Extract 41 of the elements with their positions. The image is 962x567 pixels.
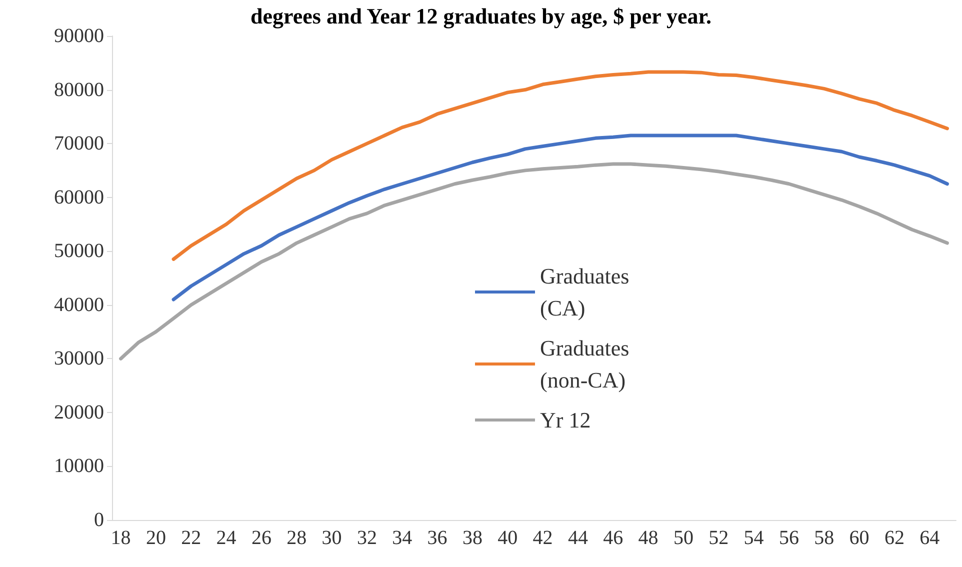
x-tick-label: 20 [146,527,166,549]
x-tick-label: 50 [673,527,694,549]
y-tick-label: 60000 [54,186,104,208]
x-tick-label: 58 [814,527,834,549]
line-series [172,70,949,261]
x-tick-label: 52 [708,527,729,549]
x-tick-label: 36 [427,527,448,549]
x-tick-label: 38 [462,527,482,549]
y-tick-label: 50000 [54,240,104,262]
x-tick-label: 62 [884,527,904,549]
x-tick-label: 42 [532,527,553,549]
x-tick-label: 26 [251,527,272,549]
y-tick-label: 70000 [54,132,104,155]
x-tick-label: 54 [744,527,764,549]
line-series [172,134,949,302]
x-tick-label: 60 [849,527,870,549]
y-tick-label: 20000 [54,401,104,424]
x-tick-label: 64 [920,527,940,549]
y-tick-label: 10000 [54,455,104,478]
line-series [119,162,949,360]
x-tick-label: 56 [778,527,799,549]
y-tick-label: 0 [94,509,104,531]
legend-label: Graduates (non-CA) [540,336,635,392]
y-tick-label: 80000 [54,78,104,101]
x-tick-label: 48 [638,527,658,549]
x-tick-label: 28 [286,527,307,549]
chart-title: degrees and Year 12 graduates by age, $ per year. [250,4,712,28]
x-tick-label: 18 [110,527,131,549]
y-tick-label: 30000 [54,348,104,370]
y-tick-label: 90000 [54,25,104,47]
x-tick-label: 32 [356,527,377,549]
x-tick-label: 30 [322,527,342,549]
legend-label: Yr 12 [540,408,591,432]
x-tick-label: 22 [181,527,202,549]
x-tick-label: 24 [216,527,236,549]
legend-label: Graduates (CA) [540,264,635,320]
y-tick-label: 40000 [54,294,104,316]
x-tick-label: 34 [392,527,412,549]
x-tick-label: 44 [568,527,588,549]
x-tick-label: 40 [498,527,518,549]
x-tick-label: 46 [603,527,624,549]
